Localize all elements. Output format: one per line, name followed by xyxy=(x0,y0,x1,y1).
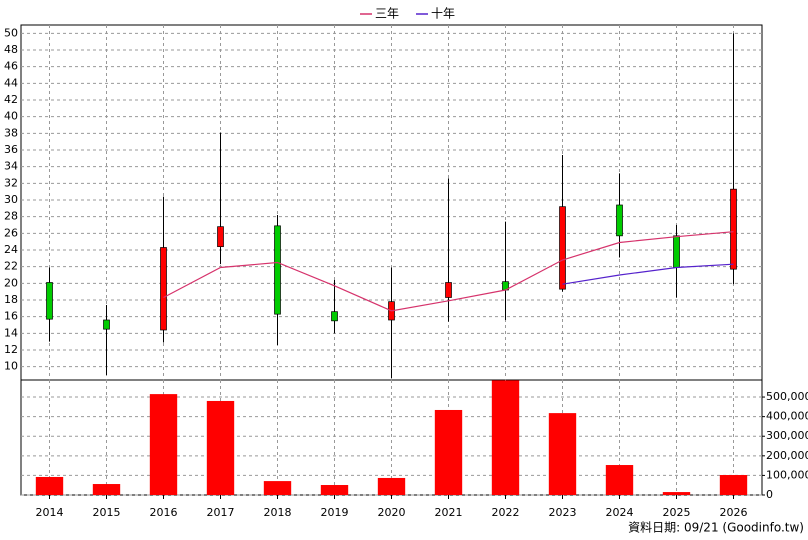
y-tick-label: 28 xyxy=(4,210,18,223)
candle-body xyxy=(274,225,281,315)
y-tick-label: 42 xyxy=(4,93,18,106)
candle-body xyxy=(217,226,224,248)
x-tick-label: 2025 xyxy=(663,506,691,519)
candle-body xyxy=(103,319,110,330)
y-tick-label: 500,000 xyxy=(766,390,808,403)
candle-body xyxy=(673,235,680,268)
y-tick-label: 16 xyxy=(4,310,18,323)
y-tick-label: 26 xyxy=(4,226,18,239)
x-tick-label: 2017 xyxy=(207,506,235,519)
volume-bar xyxy=(605,465,634,495)
volume-bar xyxy=(662,492,691,495)
volume-bar xyxy=(719,475,748,495)
x-tick-label: 2018 xyxy=(264,506,292,519)
y-tick-label: 38 xyxy=(4,126,18,139)
volume-bar xyxy=(320,485,349,495)
volume-bar xyxy=(434,409,463,495)
x-tick-label: 2022 xyxy=(492,506,520,519)
y-tick-label: 18 xyxy=(4,293,18,306)
y-tick-label: 40 xyxy=(4,110,18,123)
volume-bar xyxy=(149,394,178,495)
y-tick-label: 300,000 xyxy=(766,429,808,442)
x-tick-label: 2016 xyxy=(150,506,178,519)
volume-bar xyxy=(491,380,520,495)
legend-label: 三年 xyxy=(375,7,399,21)
candle-body xyxy=(331,311,338,322)
candle-body xyxy=(46,282,53,320)
volume-bar xyxy=(35,476,64,495)
y-tick-label: 50 xyxy=(4,26,18,39)
y-tick-label: 10 xyxy=(4,360,18,373)
y-tick-label: 200,000 xyxy=(766,449,808,462)
x-tick-label: 2024 xyxy=(606,506,634,519)
x-tick-label: 2026 xyxy=(720,506,748,519)
volume-bar xyxy=(92,484,121,495)
candle-body xyxy=(730,188,737,270)
y-tick-label: 12 xyxy=(4,343,18,356)
x-tick-label: 2020 xyxy=(378,506,406,519)
x-tick-label: 2015 xyxy=(93,506,121,519)
ma-line xyxy=(163,231,734,312)
volume-bar xyxy=(548,413,577,495)
y-tick-label: 14 xyxy=(4,326,18,339)
x-tick-label: 2023 xyxy=(549,506,577,519)
volume-bar xyxy=(263,481,292,495)
candle-body xyxy=(616,204,623,237)
y-tick-label: 30 xyxy=(4,193,18,206)
footer: 資料日期: 09/21 (Goodinfo.tw) xyxy=(628,521,804,535)
y-tick-label: 34 xyxy=(4,160,18,173)
y-tick-label: 44 xyxy=(4,76,18,89)
y-tick-label: 0 xyxy=(766,488,773,501)
volume-bar xyxy=(377,477,406,495)
volume-bar xyxy=(206,400,235,495)
y-tick-label: 100,000 xyxy=(766,468,808,481)
y-tick-label: 46 xyxy=(4,60,18,73)
x-tick-label: 2019 xyxy=(321,506,349,519)
y-tick-label: 36 xyxy=(4,143,18,156)
y-tick-label: 20 xyxy=(4,276,18,289)
legend-label: 十年 xyxy=(431,7,455,21)
y-tick-label: 400,000 xyxy=(766,410,808,423)
candle-body xyxy=(445,282,452,298)
candle-body xyxy=(160,247,167,331)
y-tick-label: 48 xyxy=(4,43,18,56)
y-tick-label: 32 xyxy=(4,176,18,189)
y-tick-label: 24 xyxy=(4,243,18,256)
x-tick-label: 2014 xyxy=(36,506,64,519)
y-tick-label: 22 xyxy=(4,260,18,273)
ma-line xyxy=(562,263,734,285)
x-tick-label: 2021 xyxy=(435,506,463,519)
candle-body xyxy=(559,206,566,290)
